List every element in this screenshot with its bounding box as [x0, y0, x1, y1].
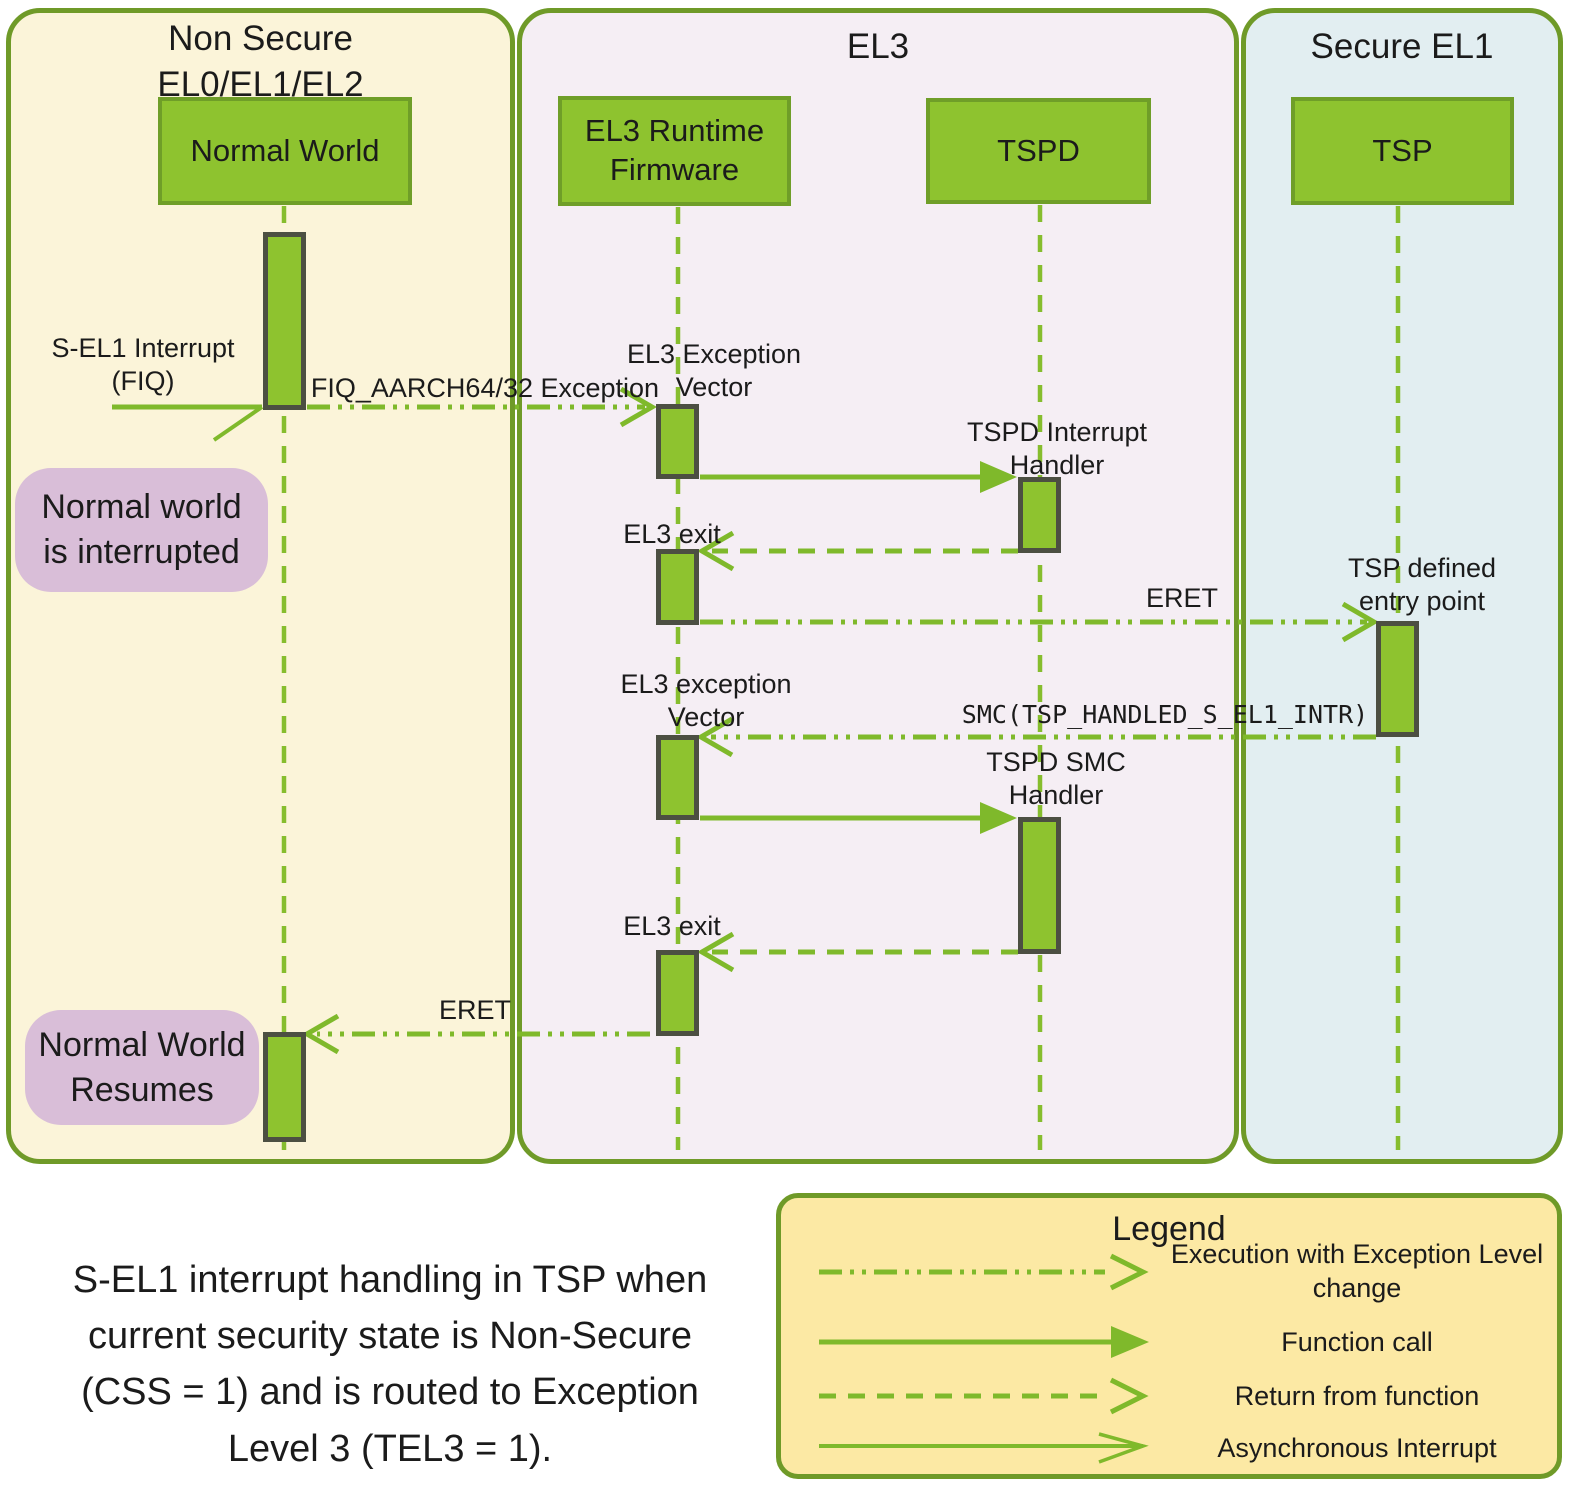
activation-normal-world-2 — [263, 1032, 306, 1142]
label-tspd-smc-handler: TSPD SMC Handler — [986, 747, 1126, 810]
activation-tspd-smc-handler — [1018, 817, 1061, 954]
legend-line-function-call-icon — [819, 1326, 1149, 1358]
activation-tsp — [1376, 621, 1419, 737]
legend-line-async-interrupt-icon — [819, 1432, 1149, 1464]
note-normal-world-interrupted: Normal world is interrupted — [15, 468, 268, 592]
diagram-caption: S-EL1 interrupt handling in TSP when cur… — [72, 1259, 708, 1470]
activation-el3-exception-vector-2 — [656, 735, 699, 820]
legend-title: Legend — [1112, 1210, 1226, 1248]
activation-el3-exception-vector-1 — [656, 404, 699, 479]
label-tsp-entry-point: TSP defined entry point — [1347, 553, 1497, 616]
legend-label-function-call: Function call — [1281, 1327, 1433, 1357]
label-el3-exit-1: EL3 exit — [623, 519, 721, 549]
arrow-return-el3-exit-2 — [697, 931, 1018, 973]
arrow-eret-to-normal-world — [302, 1013, 650, 1055]
arrow-return-el3-exit-1 — [697, 530, 1018, 572]
arrow-fiq-exception — [307, 386, 657, 428]
actor-normal-world: Normal World — [158, 97, 412, 205]
label-eret-1: ERET — [1145, 583, 1218, 613]
messages — [112, 386, 1379, 1055]
label-smc-call: SMC(TSP_HANDLED_S_EL1_INTR) — [961, 700, 1369, 729]
activation-el3-exit-2 — [656, 950, 699, 1036]
actor-tsp: TSP — [1291, 97, 1514, 205]
note-normal-world-resumes: Normal World Resumes — [25, 1010, 259, 1125]
arrow-eret-to-tsp — [700, 601, 1379, 643]
activation-tspd-interrupt-handler — [1018, 477, 1061, 553]
legend-line-return-from-function-icon — [819, 1377, 1149, 1415]
lane-title-secure-el1: Secure EL1 — [1310, 27, 1494, 66]
actor-tspd: TSPD — [926, 98, 1151, 204]
activation-el3-exit-1 — [656, 549, 699, 625]
arrow-smc-tsp-handled — [696, 716, 1376, 758]
label-fiq-exception: FIQ_AARCH64/32 Exception — [310, 373, 660, 403]
activation-normal-world-1 — [263, 232, 306, 410]
label-el3-exception-vector-1: EL3 Exception Vector — [626, 339, 802, 402]
label-eret-2: ERET — [438, 995, 511, 1025]
arrow-s-el1-interrupt — [112, 404, 264, 442]
legend-label-return-from-function: Return from function — [1234, 1381, 1480, 1411]
label-s-el1-interrupt: S-EL1 Interrupt (FIQ) — [51, 333, 235, 396]
lane-title-non-secure: Non Secure EL0/EL1/EL2 — [157, 19, 364, 104]
label-el3-exception-vector-2: EL3 exception Vector — [620, 669, 792, 732]
legend-label-async-interrupt: Asynchronous Interrupt — [1217, 1433, 1497, 1463]
legend-label-execution-el-change: Execution with Exception Level change — [1170, 1239, 1544, 1303]
arrow-call-tspd-smc-handler — [700, 802, 1017, 834]
label-tspd-interrupt-handler: TSPD Interrupt Handler — [966, 417, 1148, 480]
actor-el3-runtime-firmware: EL3 Runtime Firmware — [558, 96, 791, 206]
arrow-call-tspd-interrupt-handler — [700, 461, 1017, 493]
legend-line-execution-el-change-icon — [819, 1253, 1149, 1291]
lane-title-el3: EL3 — [846, 27, 910, 66]
label-el3-exit-2: EL3 exit — [623, 911, 721, 941]
legend: Legend Execution with Exception Level ch… — [776, 1193, 1562, 1479]
